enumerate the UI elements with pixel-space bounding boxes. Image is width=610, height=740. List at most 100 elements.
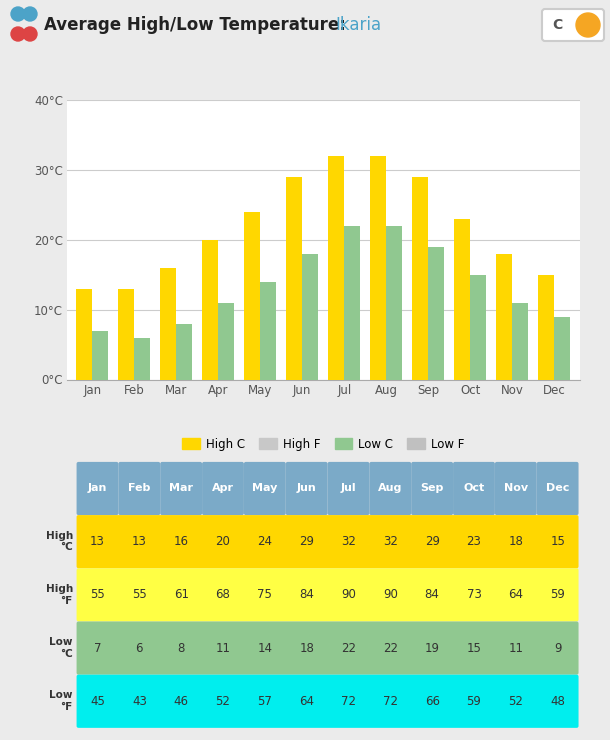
Bar — [428, 246, 444, 380]
Legend: High C, High F, Low C, Low F: High C, High F, Low C, Low F — [178, 433, 469, 455]
Text: 22: 22 — [341, 642, 356, 655]
FancyBboxPatch shape — [118, 462, 160, 515]
Text: 13: 13 — [132, 535, 147, 548]
FancyBboxPatch shape — [542, 9, 604, 41]
Bar — [76, 289, 92, 380]
Bar — [497, 254, 512, 380]
FancyBboxPatch shape — [370, 462, 411, 515]
Text: 55: 55 — [90, 588, 105, 602]
Bar — [245, 212, 260, 380]
Circle shape — [23, 7, 37, 21]
FancyBboxPatch shape — [537, 462, 578, 515]
Text: 20: 20 — [215, 535, 231, 548]
Bar — [344, 226, 361, 380]
Text: 84: 84 — [300, 588, 314, 602]
Text: 52: 52 — [215, 695, 231, 707]
Text: 16: 16 — [174, 535, 188, 548]
Text: 32: 32 — [341, 535, 356, 548]
Bar — [303, 254, 318, 380]
Text: 15: 15 — [467, 642, 481, 655]
Text: Low
°F: Low °F — [49, 690, 73, 712]
Text: 48: 48 — [550, 695, 565, 707]
FancyBboxPatch shape — [77, 515, 578, 568]
Text: 29: 29 — [299, 535, 314, 548]
Text: Apr: Apr — [212, 483, 234, 494]
Text: Aug: Aug — [378, 483, 403, 494]
Text: Average High/Low Temperature:: Average High/Low Temperature: — [44, 16, 351, 34]
Text: 52: 52 — [508, 695, 523, 707]
Text: Jul: Jul — [340, 483, 356, 494]
Text: 7: 7 — [94, 642, 101, 655]
Circle shape — [576, 13, 600, 37]
Text: 84: 84 — [425, 588, 440, 602]
Text: 24: 24 — [257, 535, 272, 548]
FancyBboxPatch shape — [77, 462, 118, 515]
Text: 9: 9 — [554, 642, 561, 655]
Text: 72: 72 — [341, 695, 356, 707]
Text: Jun: Jun — [297, 483, 317, 494]
Text: 13: 13 — [90, 535, 105, 548]
Circle shape — [23, 27, 37, 41]
Text: 29: 29 — [425, 535, 440, 548]
Text: 8: 8 — [178, 642, 185, 655]
Circle shape — [11, 27, 25, 41]
FancyBboxPatch shape — [244, 462, 285, 515]
Bar — [92, 331, 108, 380]
Text: Feb: Feb — [128, 483, 151, 494]
Bar — [260, 282, 276, 380]
Text: C: C — [552, 18, 562, 32]
FancyBboxPatch shape — [202, 462, 244, 515]
Text: 11: 11 — [215, 642, 231, 655]
Bar — [203, 240, 218, 380]
Text: 6: 6 — [135, 642, 143, 655]
Bar — [454, 219, 470, 380]
Text: High
°F: High °F — [46, 584, 73, 605]
Text: 64: 64 — [299, 695, 314, 707]
FancyBboxPatch shape — [77, 675, 578, 728]
Text: Low
°C: Low °C — [49, 637, 73, 659]
FancyBboxPatch shape — [495, 462, 537, 515]
Bar — [176, 323, 192, 380]
Bar — [539, 275, 554, 380]
Bar — [412, 177, 428, 380]
Text: 19: 19 — [425, 642, 440, 655]
Circle shape — [11, 7, 25, 21]
Text: 14: 14 — [257, 642, 272, 655]
Bar — [470, 275, 486, 380]
Text: 23: 23 — [467, 535, 481, 548]
Bar — [328, 156, 344, 380]
Text: 43: 43 — [132, 695, 147, 707]
Text: 18: 18 — [508, 535, 523, 548]
Text: 90: 90 — [341, 588, 356, 602]
FancyBboxPatch shape — [77, 568, 578, 622]
Text: 15: 15 — [550, 535, 565, 548]
Text: 59: 59 — [550, 588, 565, 602]
Bar — [370, 156, 386, 380]
Text: 61: 61 — [174, 588, 188, 602]
FancyBboxPatch shape — [411, 462, 453, 515]
FancyBboxPatch shape — [453, 462, 495, 515]
Bar — [118, 289, 134, 380]
Bar — [386, 226, 402, 380]
Text: 57: 57 — [257, 695, 272, 707]
Text: 55: 55 — [132, 588, 146, 602]
Text: 90: 90 — [383, 588, 398, 602]
Text: 75: 75 — [257, 588, 272, 602]
Text: May: May — [252, 483, 278, 494]
Bar — [512, 303, 528, 380]
Text: High
°C: High °C — [46, 531, 73, 553]
Text: Ikaria: Ikaria — [335, 16, 381, 34]
Text: 11: 11 — [508, 642, 523, 655]
Text: Dec: Dec — [546, 483, 569, 494]
Text: 73: 73 — [467, 588, 481, 602]
FancyBboxPatch shape — [328, 462, 370, 515]
Bar — [554, 317, 570, 380]
FancyBboxPatch shape — [285, 462, 328, 515]
Text: 64: 64 — [508, 588, 523, 602]
Bar — [218, 303, 234, 380]
Text: 32: 32 — [383, 535, 398, 548]
Text: 66: 66 — [425, 695, 440, 707]
Text: 45: 45 — [90, 695, 105, 707]
Bar — [134, 337, 150, 380]
Text: 68: 68 — [215, 588, 231, 602]
